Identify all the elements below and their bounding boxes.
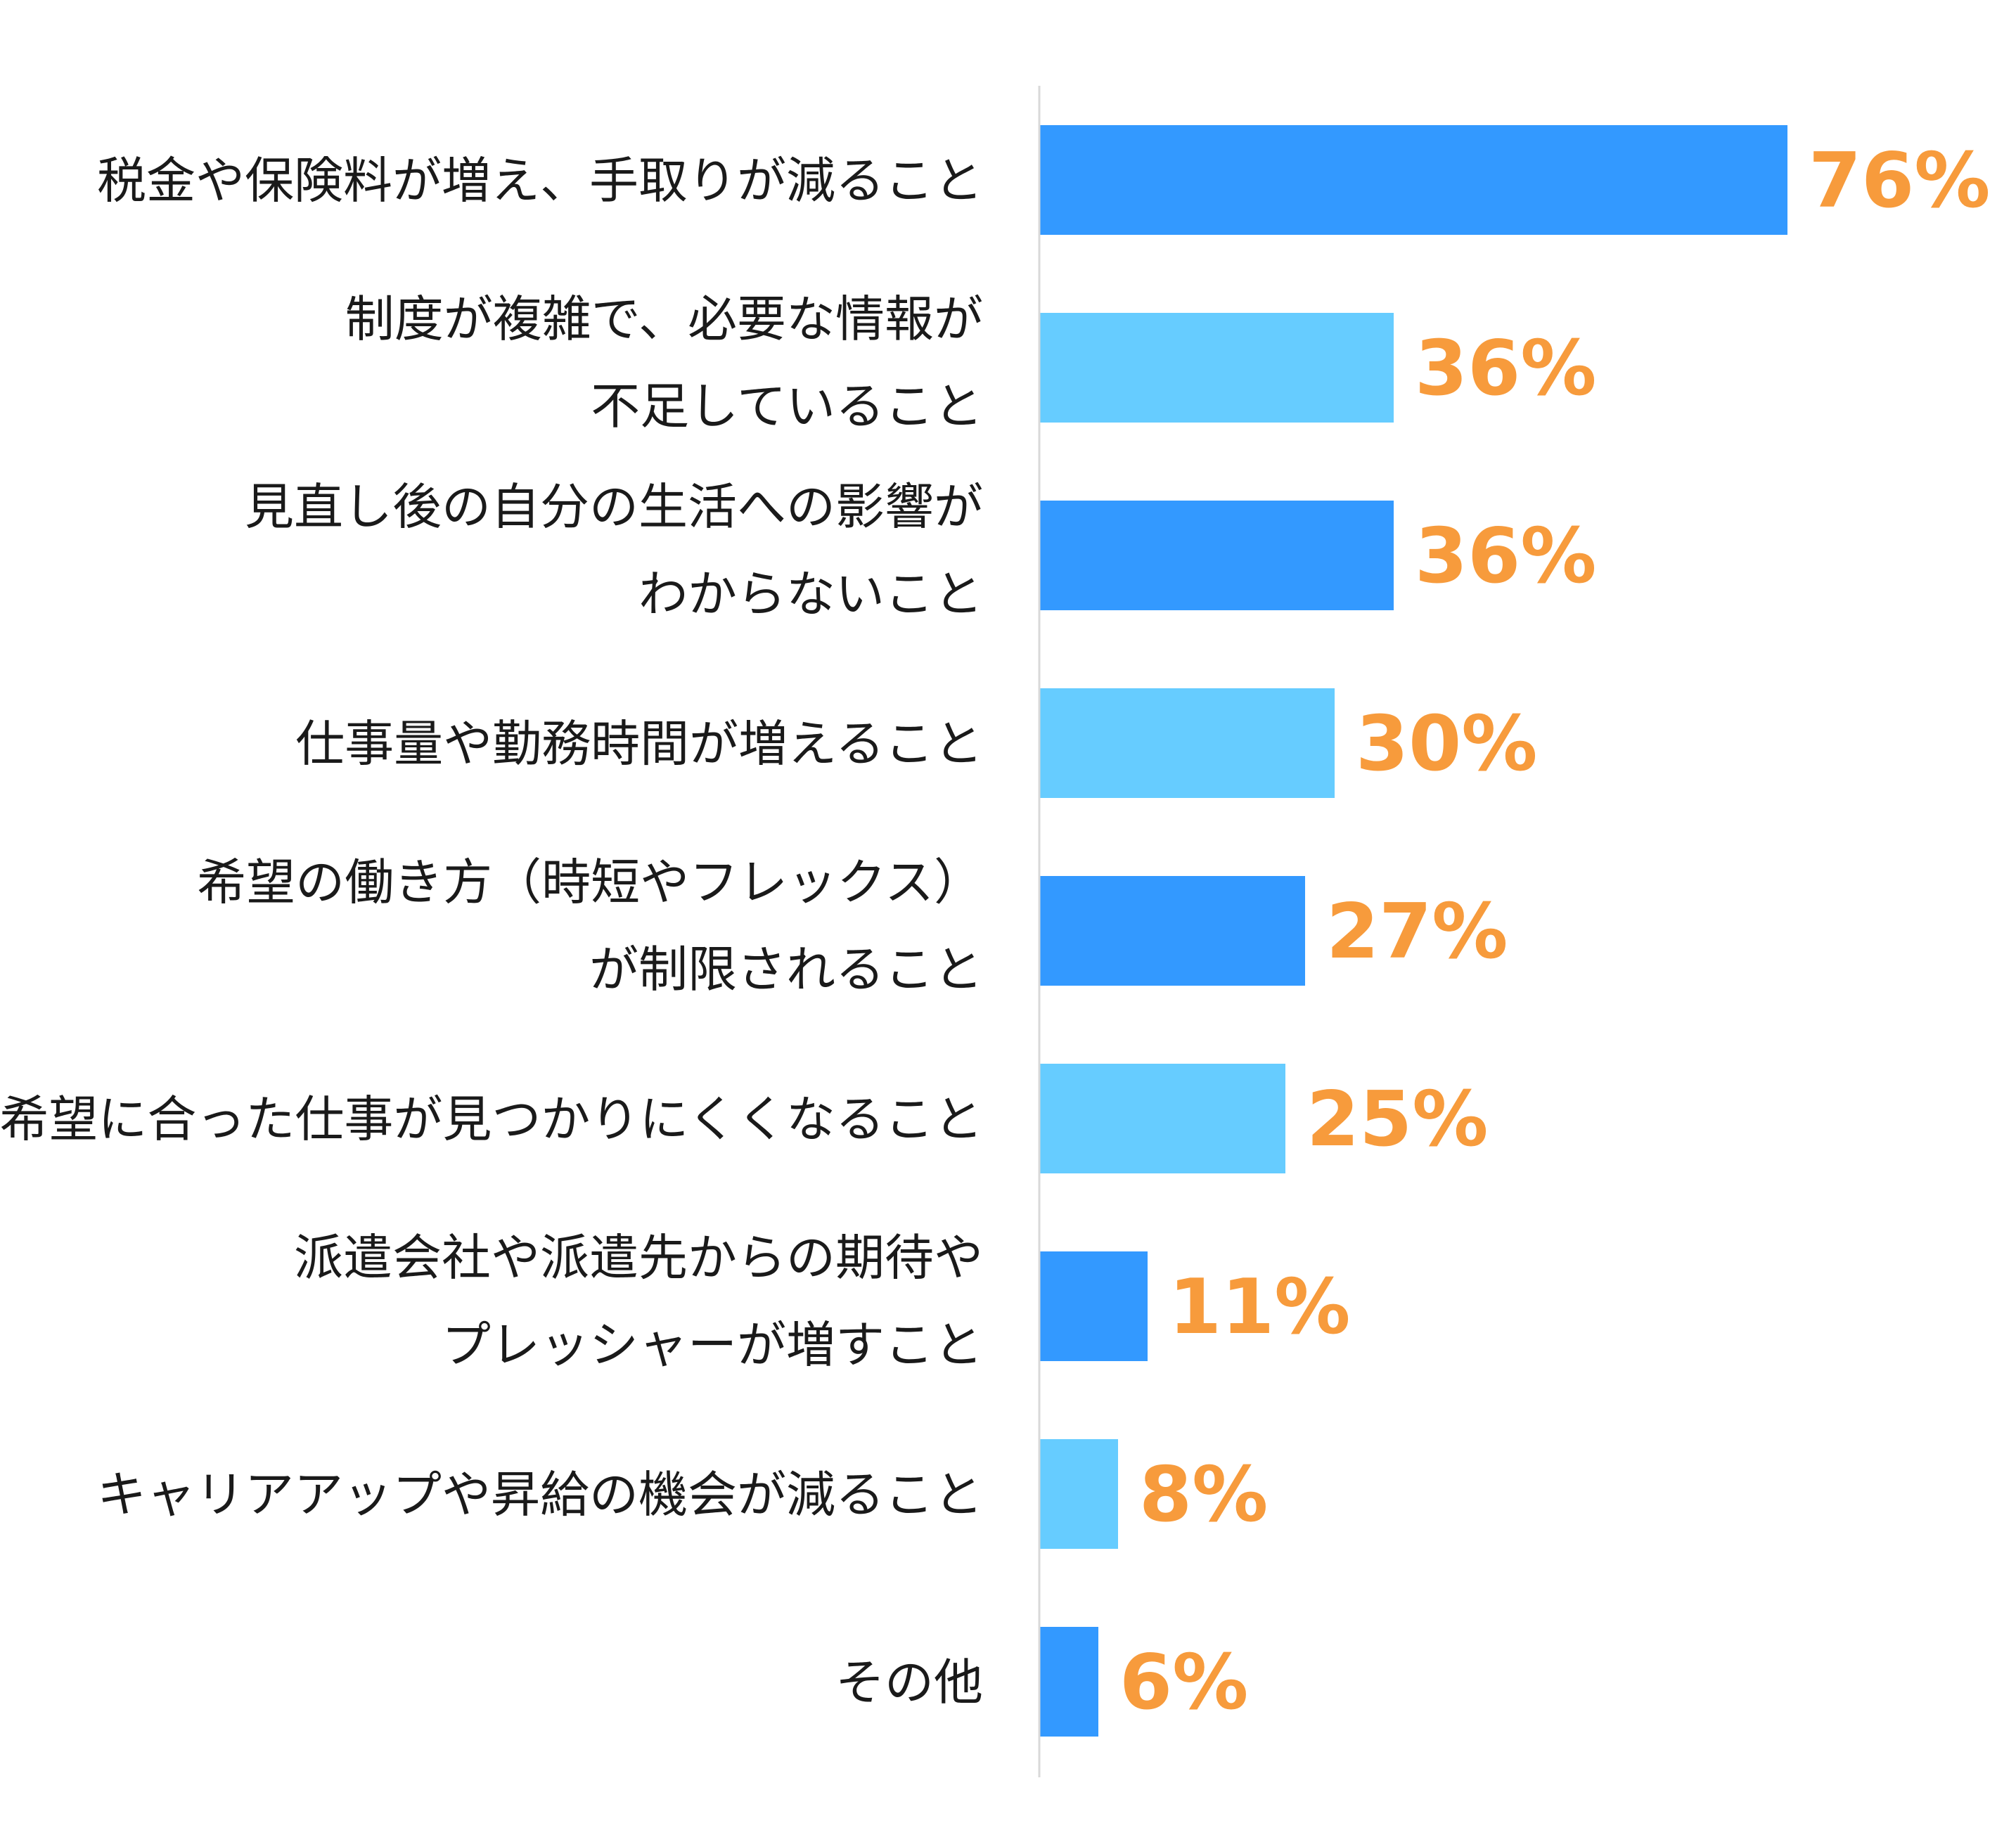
category-label-line: わからないこと xyxy=(638,565,983,623)
bar-8 xyxy=(1039,1439,1118,1549)
category-label-line: 制度が複雑で、必要な情報が xyxy=(345,290,983,348)
value-label-5: 27% xyxy=(1326,888,1508,976)
category-label-line: 派遣会社や派遣先からの期待や xyxy=(294,1229,983,1287)
category-label-3: 見直し後の自分の生活への影響がわからないこと xyxy=(245,478,983,623)
category-label-line: 不足していること xyxy=(591,378,983,435)
value-label-4: 30% xyxy=(1356,700,1538,788)
bar-3 xyxy=(1039,501,1394,610)
bar-6 xyxy=(1039,1064,1285,1173)
value-label-8: 8% xyxy=(1139,1451,1268,1539)
value-label-9: 6% xyxy=(1119,1639,1248,1727)
category-label-line: 希望に合った仕事が見つかりにくくなること xyxy=(0,1090,983,1148)
category-label-line: 仕事量や勤務時間が増えること xyxy=(295,715,983,773)
category-label-6: 希望に合った仕事が見つかりにくくなること xyxy=(0,1090,983,1148)
category-label-1: 税金や保険料が増え、手取りが減ること xyxy=(97,152,983,210)
value-label-2: 36% xyxy=(1415,325,1597,413)
value-label-6: 25% xyxy=(1306,1076,1489,1164)
bar-9 xyxy=(1039,1627,1098,1737)
bar-4 xyxy=(1039,688,1335,798)
value-labels-layer: 76% 36% 36% 30% 27% 25% 11% 8% 6% xyxy=(1119,137,1991,1727)
bar-5 xyxy=(1039,876,1305,986)
category-label-line: 税金や保険料が増え、手取りが減ること xyxy=(97,152,983,210)
category-label-line: 見直し後の自分の生活への影響が xyxy=(245,478,983,536)
value-label-3: 36% xyxy=(1415,513,1597,600)
bar-7 xyxy=(1039,1251,1148,1361)
category-label-line: キャリアアップや昇給の機会が減ること xyxy=(97,1466,983,1524)
category-label-2: 制度が複雑で、必要な情報が不足していること xyxy=(345,290,983,435)
category-label-line: 希望の働き方（時短やフレックス） xyxy=(197,854,983,911)
category-label-8: キャリアアップや昇給の機会が減ること xyxy=(97,1466,983,1524)
category-labels-layer: 税金や保険料が増え、手取りが減ること制度が複雑で、必要な情報が不足していること見… xyxy=(0,152,983,1711)
category-label-line: が制限されること xyxy=(589,941,983,998)
value-label-7: 11% xyxy=(1169,1263,1351,1351)
category-label-line: その他 xyxy=(835,1654,983,1711)
category-label-9: その他 xyxy=(835,1654,983,1711)
value-label-1: 76% xyxy=(1809,137,1991,225)
category-label-7: 派遣会社や派遣先からの期待やプレッシャーが増すこと xyxy=(294,1229,983,1374)
bars-layer xyxy=(1039,125,1787,1737)
category-label-4: 仕事量や勤務時間が増えること xyxy=(295,715,983,773)
category-label-5: 希望の働き方（時短やフレックス） が制限されること xyxy=(197,854,983,998)
category-label-line: プレッシャーが増すこと xyxy=(442,1316,983,1374)
bar-1 xyxy=(1039,125,1787,235)
bar-2 xyxy=(1039,313,1394,423)
